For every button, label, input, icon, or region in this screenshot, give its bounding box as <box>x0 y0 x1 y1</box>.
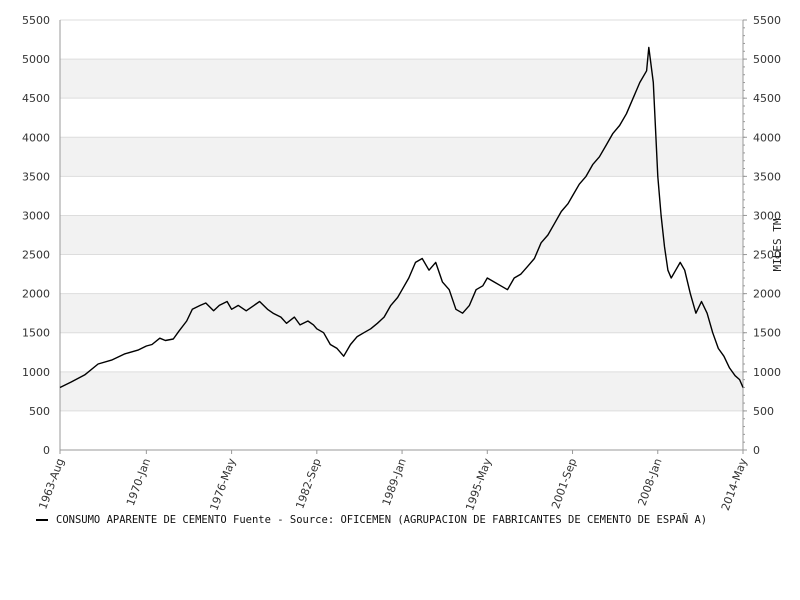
background-band <box>60 137 743 177</box>
y-tick-label-right: 4000 <box>753 131 781 144</box>
y-tick-label-right: 0 <box>753 444 760 457</box>
background-bands <box>60 59 743 411</box>
x-tick-label: 2001-Sep <box>549 457 579 511</box>
y-axis-right-unit-label: MILES TM <box>771 218 784 271</box>
y-tick-label-left: 3000 <box>22 209 50 222</box>
series-layer <box>59 46 744 389</box>
y-tick-label-right: 5500 <box>753 14 781 27</box>
legend-text: CONSUMO APARENTE DE CEMENTO Fuente - Sou… <box>56 514 708 526</box>
y-axis-left-ticks: 0 500 1000 1500 2000 2500 3000 3500 4000 4500 5000… <box>22 14 50 457</box>
y-tick-label-right: 5000 <box>753 53 781 66</box>
y-tick-label-right: 1500 <box>753 327 781 340</box>
x-axis-ticks: 1963-Aug 1970-Jan 1976-May 1982-Sep 1989-Jan… <box>36 450 750 512</box>
y-tick-label-left: 1000 <box>22 366 50 379</box>
y-tick-label-left: 5000 <box>22 53 50 66</box>
axes <box>59 20 744 451</box>
y-tick-label-left: 500 <box>29 405 50 418</box>
y-tick-label-left: 4000 <box>22 131 50 144</box>
x-tick-label: 2014-May <box>719 456 750 512</box>
series-line <box>59 46 744 389</box>
x-tick-label: 2008-Jan <box>635 457 664 508</box>
y-tick-label-left: 0 <box>43 444 50 457</box>
legend: CONSUMO APARENTE DE CEMENTO Fuente - Sou… <box>36 514 707 526</box>
legend-line-swatch <box>36 519 48 521</box>
y-tick-label-right: 500 <box>753 405 774 418</box>
y-tick-label-right: 2000 <box>753 288 781 301</box>
background-band <box>60 59 743 99</box>
y-tick-label-right: 3000 <box>753 209 781 222</box>
background-band <box>60 293 743 333</box>
y-tick-label-left: 4500 <box>22 92 50 105</box>
y-tick-label-right: 3500 <box>753 170 781 183</box>
x-tick-label: 1963-Aug <box>36 457 66 511</box>
x-tick-label: 1982-Sep <box>293 457 323 511</box>
y-tick-label-left: 3500 <box>22 170 50 183</box>
x-tick-label: 1995-May <box>463 456 494 512</box>
gridlines <box>60 19 743 451</box>
y-axis-right-ticks: 0 500 1000 1500 2000 2500 3000 3500 4000 4500 5000… <box>743 14 781 457</box>
x-tick-label: 1989-Jan <box>380 457 409 508</box>
y-tick-label-left: 2500 <box>22 249 50 262</box>
y-tick-label-right: 1000 <box>753 366 781 379</box>
x-tick-label: 1976-May <box>207 456 238 512</box>
y-tick-label-right: 2500 <box>753 249 781 262</box>
y-tick-label-left: 5500 <box>22 14 50 27</box>
y-tick-label-left: 1500 <box>22 327 50 340</box>
background-band <box>60 215 743 255</box>
y-tick-label-left: 2000 <box>22 288 50 301</box>
x-tick-label: 1970-Jan <box>124 457 153 508</box>
y-tick-label-right: 4500 <box>753 92 781 105</box>
background-band <box>60 371 743 411</box>
